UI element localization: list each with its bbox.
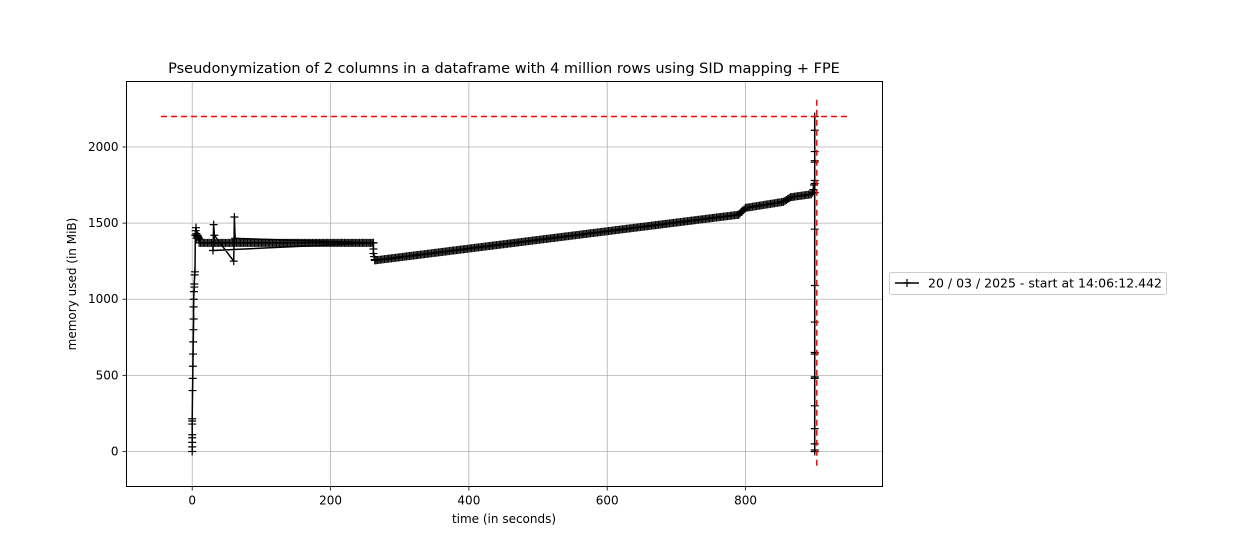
series-line bbox=[191, 115, 816, 452]
x-tick-label: 400 bbox=[457, 494, 480, 508]
grid-lines bbox=[126, 81, 883, 487]
data-point-marker bbox=[189, 295, 198, 304]
data-point-marker bbox=[189, 325, 198, 334]
legend-marker-swatch bbox=[903, 279, 911, 287]
data-point-marker bbox=[807, 190, 816, 199]
data-point-marker bbox=[208, 246, 217, 255]
x-tick-label: 600 bbox=[596, 494, 619, 508]
data-point-marker bbox=[210, 231, 219, 240]
data-point-marker bbox=[188, 430, 197, 439]
legend-box bbox=[889, 272, 1167, 295]
series-memory-usage bbox=[188, 112, 819, 456]
data-point-marker bbox=[810, 225, 819, 234]
data-point-marker bbox=[189, 350, 198, 359]
data-point-marker bbox=[190, 280, 199, 288]
chart-title: Pseudonymization of 2 columns in a dataf… bbox=[168, 61, 840, 77]
y-axis-label: memory used (in MiB) bbox=[65, 218, 79, 351]
legend: 20 / 03 / 2025 - start at 14:06:12.442 bbox=[889, 272, 1167, 295]
data-point-marker bbox=[230, 213, 239, 222]
data-point-marker bbox=[189, 302, 198, 311]
data-point-marker bbox=[229, 257, 238, 266]
data-point-marker bbox=[188, 374, 197, 383]
data-point-marker bbox=[209, 220, 218, 229]
data-point-marker bbox=[189, 315, 198, 324]
data-point-marker bbox=[810, 424, 819, 433]
y-tick-label: 1500 bbox=[88, 216, 119, 230]
data-point-marker bbox=[810, 374, 819, 383]
y-tick-label: 500 bbox=[96, 368, 119, 382]
legend-entry-label: 20 / 03 / 2025 - start at 14:06:12.442 bbox=[928, 276, 1162, 291]
data-point-marker bbox=[189, 337, 198, 346]
axis-ticks: 0 200 400 600 800 0 500 1000 1500 2000 bbox=[88, 140, 757, 508]
data-point-marker bbox=[188, 362, 197, 371]
data-point-marker bbox=[231, 234, 240, 243]
data-point-marker bbox=[810, 401, 819, 410]
x-tick-label: 200 bbox=[319, 494, 342, 508]
y-tick-label: 1000 bbox=[88, 292, 119, 306]
x-tick-label: 800 bbox=[734, 494, 757, 508]
reference-lines bbox=[161, 99, 850, 467]
data-point-marker bbox=[188, 386, 197, 395]
x-tick-label: 0 bbox=[188, 494, 196, 508]
plot-frame bbox=[126, 81, 883, 487]
data-point-marker bbox=[188, 414, 197, 423]
x-axis-label: time (in seconds) bbox=[452, 512, 556, 526]
y-tick-label: 0 bbox=[111, 444, 119, 458]
y-tick-label: 2000 bbox=[88, 140, 119, 154]
data-point-marker bbox=[190, 267, 199, 276]
